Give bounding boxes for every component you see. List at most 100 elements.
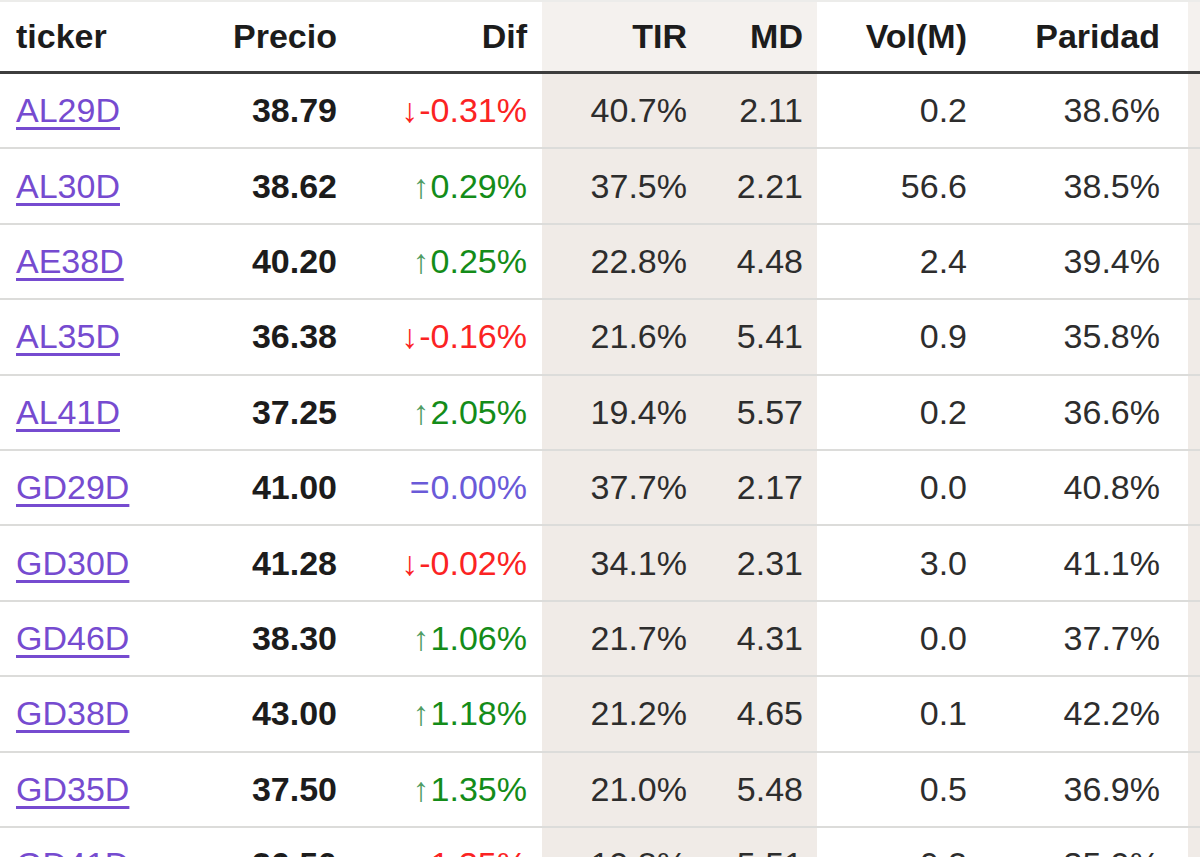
table-row: AL29D 38.79 ↓-0.31% 40.7% 2.11 0.2 38.6% <box>0 73 1200 149</box>
table-row: GD46D 38.30 ↑1.06% 21.7% 4.31 0.0 37.7% <box>0 601 1200 676</box>
header-md: MD <box>700 1 817 73</box>
dif-cell: ↑1.06% <box>340 601 542 676</box>
precio-cell: 37.25 <box>170 375 340 450</box>
ticker-link[interactable]: GD41D <box>16 845 129 857</box>
ticker-link[interactable]: AL41D <box>16 393 120 431</box>
dif-cell: ↑1.18% <box>340 676 542 751</box>
ticker-link[interactable]: AL30D <box>16 167 120 205</box>
precio-cell: 40.20 <box>170 224 340 299</box>
ticker-link[interactable]: AL29D <box>16 91 120 129</box>
dif-value: 0.29% <box>431 167 527 205</box>
dif-value: -1.35% <box>419 845 527 857</box>
ticker-cell: GD29D <box>0 450 170 525</box>
md-cell: 5.48 <box>700 752 817 827</box>
dif-cell: ↓-0.31% <box>340 73 542 149</box>
header-tir: TIR <box>542 1 700 73</box>
paridad-cell: 38.5% <box>980 148 1188 223</box>
paridad-cell: 35.9% <box>980 827 1188 857</box>
bond-quotes-panel: ticker Precio Dif TIR MD Vol(M) Paridad … <box>0 0 1200 857</box>
tir-cell: 21.0% <box>542 752 700 827</box>
ticker-link[interactable]: AE38D <box>16 242 124 280</box>
edge-strip-cell <box>1188 676 1200 751</box>
md-cell: 2.21 <box>700 148 817 223</box>
precio-cell: 37.50 <box>170 752 340 827</box>
paridad-cell: 40.8% <box>980 450 1188 525</box>
table-row: GD38D 43.00 ↑1.18% 21.2% 4.65 0.1 42.2% <box>0 676 1200 751</box>
md-cell: 5.57 <box>700 375 817 450</box>
tir-cell: 21.6% <box>542 299 700 374</box>
dif-value: -0.31% <box>419 91 527 129</box>
edge-strip-cell <box>1188 450 1200 525</box>
header-edge-strip <box>1188 1 1200 73</box>
paridad-cell: 42.2% <box>980 676 1188 751</box>
ticker-link[interactable]: AL35D <box>16 317 120 355</box>
table-row: GD30D 41.28 ↓-0.02% 34.1% 2.31 3.0 41.1% <box>0 525 1200 600</box>
ticker-cell: AL35D <box>0 299 170 374</box>
md-cell: 4.31 <box>700 601 817 676</box>
table-row: AL30D 38.62 ↑0.29% 37.5% 2.21 56.6 38.5% <box>0 148 1200 223</box>
ticker-cell: AL30D <box>0 148 170 223</box>
direction-arrow-icon: ↓ <box>401 91 419 129</box>
vol-cell: 0.9 <box>817 299 980 374</box>
tir-cell: 34.1% <box>542 525 700 600</box>
md-cell: 2.17 <box>700 450 817 525</box>
dif-value: 1.18% <box>431 694 527 732</box>
paridad-cell: 39.4% <box>980 224 1188 299</box>
tir-cell: 21.2% <box>542 676 700 751</box>
direction-arrow-icon: ↓ <box>401 845 419 857</box>
ticker-link[interactable]: GD38D <box>16 694 129 732</box>
paridad-cell: 37.7% <box>980 601 1188 676</box>
edge-strip-cell <box>1188 224 1200 299</box>
direction-arrow-icon: ↑ <box>413 694 431 732</box>
vol-cell: 0.5 <box>817 752 980 827</box>
table-row: AE38D 40.20 ↑0.25% 22.8% 4.48 2.4 39.4% <box>0 224 1200 299</box>
dif-value: 1.06% <box>431 619 527 657</box>
dif-value: 1.35% <box>431 770 527 808</box>
md-cell: 2.11 <box>700 73 817 149</box>
dif-cell: ↑1.35% <box>340 752 542 827</box>
ticker-link[interactable]: GD35D <box>16 770 129 808</box>
md-cell: 2.31 <box>700 525 817 600</box>
direction-arrow-icon: ↓ <box>401 544 419 582</box>
ticker-cell: GD41D <box>0 827 170 857</box>
ticker-cell: GD35D <box>0 752 170 827</box>
ticker-cell: AE38D <box>0 224 170 299</box>
edge-strip-cell <box>1188 148 1200 223</box>
ticker-link[interactable]: GD46D <box>16 619 129 657</box>
edge-strip-cell <box>1188 752 1200 827</box>
edge-strip-cell <box>1188 827 1200 857</box>
precio-cell: 41.28 <box>170 525 340 600</box>
dif-cell: ↓-1.35% <box>340 827 542 857</box>
direction-arrow-icon: = <box>410 468 431 506</box>
paridad-cell: 36.9% <box>980 752 1188 827</box>
precio-cell: 41.00 <box>170 450 340 525</box>
tir-cell: 21.7% <box>542 601 700 676</box>
header-paridad: Paridad <box>980 1 1188 73</box>
vol-cell: 0.1 <box>817 676 980 751</box>
md-cell: 4.48 <box>700 224 817 299</box>
vol-cell: 3.0 <box>817 525 980 600</box>
vol-cell: 0.0 <box>817 601 980 676</box>
md-cell: 4.65 <box>700 676 817 751</box>
ticker-cell: GD46D <box>0 601 170 676</box>
edge-strip-cell <box>1188 601 1200 676</box>
direction-arrow-icon: ↑ <box>413 393 431 431</box>
paridad-cell: 38.6% <box>980 73 1188 149</box>
vol-cell: 56.6 <box>817 148 980 223</box>
edge-strip-cell <box>1188 525 1200 600</box>
table-row: GD41D 36.50 ↓-1.35% 19.8% 5.51 0.2 35.9% <box>0 827 1200 857</box>
header-precio: Precio <box>170 1 340 73</box>
precio-cell: 38.62 <box>170 148 340 223</box>
tir-cell: 40.7% <box>542 73 700 149</box>
direction-arrow-icon: ↓ <box>401 317 419 355</box>
tir-cell: 19.4% <box>542 375 700 450</box>
ticker-cell: AL29D <box>0 73 170 149</box>
tir-cell: 37.7% <box>542 450 700 525</box>
precio-cell: 38.30 <box>170 601 340 676</box>
header-ticker: ticker <box>0 1 170 73</box>
ticker-link[interactable]: GD30D <box>16 544 129 582</box>
precio-cell: 36.50 <box>170 827 340 857</box>
dif-cell: ↓-0.02% <box>340 525 542 600</box>
tir-cell: 22.8% <box>542 224 700 299</box>
ticker-link[interactable]: GD29D <box>16 468 129 506</box>
